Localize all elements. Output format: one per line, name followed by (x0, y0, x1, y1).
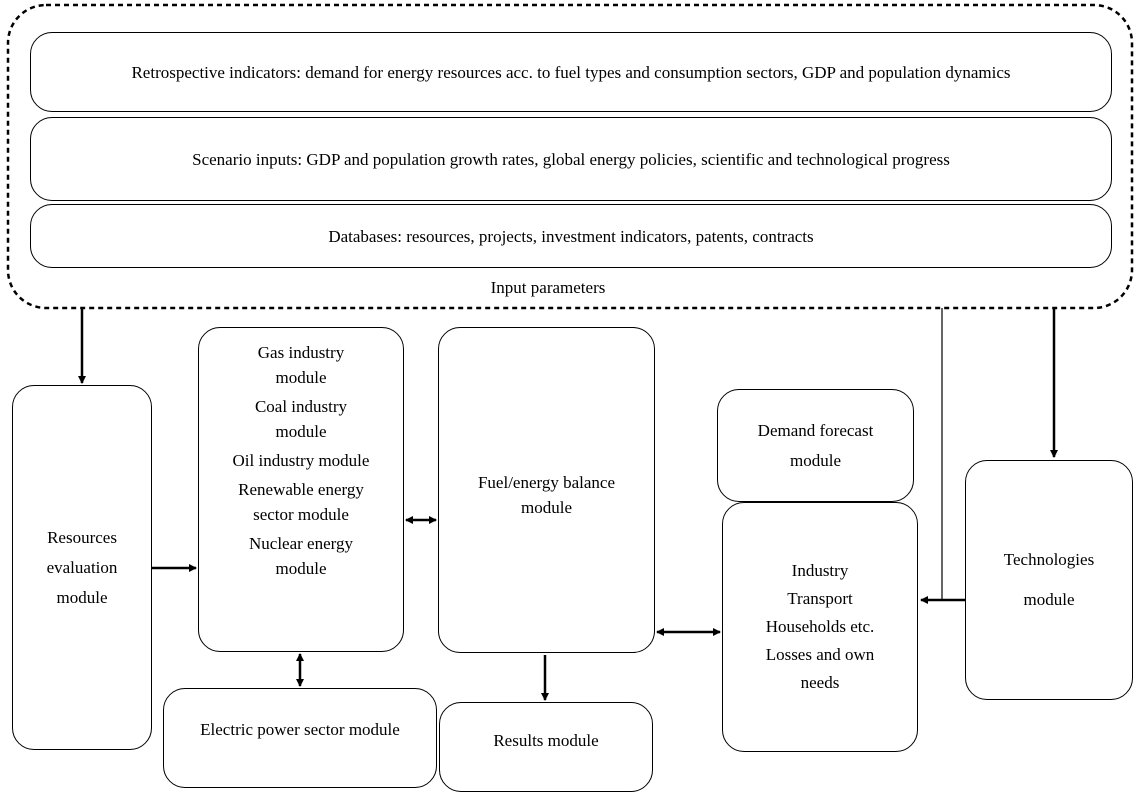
module-box: Fuel/energy balance module (438, 327, 655, 653)
page: Retrospective indicators: demand for ene… (6, 3, 1134, 792)
module-box: Electric power sector module (163, 688, 437, 788)
frame-label: Input parameters (490, 278, 606, 297)
module-box: Technologies module (965, 460, 1133, 700)
module-text: Oil industry module (232, 451, 370, 470)
input-text: Retrospective indicators: demand for ene… (131, 62, 1011, 82)
input-frame (6, 3, 1134, 310)
module-text: Results module (493, 730, 599, 750)
input-text: Scenario inputs: GDP and population grow… (192, 149, 950, 169)
module-text: Nuclear energy module (249, 534, 353, 578)
module-box: Industry Transport Households etc. Losse… (722, 502, 918, 752)
module-box: Resources evaluation module (12, 385, 152, 750)
module-text: Electric power sector module (200, 720, 400, 739)
module-text: Demand forecast module (757, 420, 874, 470)
module-text: Gas industry module (257, 343, 345, 387)
module-text: Transport (787, 589, 853, 608)
module-box: Gas industry module Coal industry module… (198, 327, 404, 652)
module-text: Resources evaluation module (46, 527, 118, 607)
module-text: Renewable energy sector module (238, 480, 364, 524)
module-text: Households etc. (765, 617, 875, 636)
module-text: Fuel/energy balance module (477, 473, 616, 517)
module-text: Technologies module (1003, 550, 1095, 609)
module-text: Losses and own needs (765, 645, 875, 692)
connectors (6, 3, 1134, 701)
module-text: Coal industry module (254, 397, 348, 441)
input-box: Retrospective indicators: demand for ene… (30, 32, 1112, 112)
input-box: Scenario inputs: GDP and population grow… (30, 117, 1112, 201)
input-text: Databases: resources, projects, investme… (328, 226, 814, 246)
input-box: Databases: resources, projects, investme… (30, 204, 1112, 268)
module-text: Industry (791, 561, 849, 580)
module-box: Demand forecast module (717, 389, 914, 502)
module-box: Results module (439, 702, 653, 792)
